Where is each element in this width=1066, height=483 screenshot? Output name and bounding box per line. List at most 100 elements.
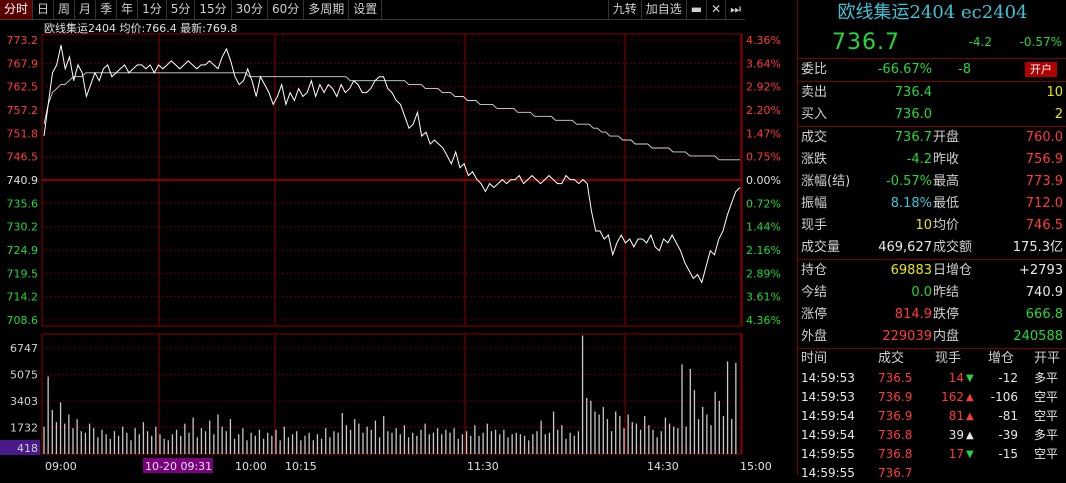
tick-open-close: 空平 <box>1034 409 1059 423</box>
stat-label: 外盘 <box>801 329 828 344</box>
stat-label-2: 均价 <box>933 218 960 233</box>
volume-tick-label: 5075 <box>10 369 38 382</box>
intraday-chart: 773.2 4.36% 767.9 3.64% 762.5 2.92% 757.2 2.20%… <box>0 20 795 475</box>
stat-value-2: 175.3亿 <box>1012 240 1063 255</box>
bid-price: 736.0 <box>894 107 932 122</box>
price-change: -4.2 <box>968 35 992 49</box>
period-tab-0[interactable]: 分时 <box>0 0 34 19</box>
volume-tick-highlight <box>0 440 40 455</box>
period-tab-4[interactable]: 季 <box>96 0 118 19</box>
tick-time: 14:59:55 <box>801 466 855 480</box>
time-axis-label: 11:30 <box>467 460 499 473</box>
price-change-pct: -0.57% <box>1019 35 1062 49</box>
stat-row: 成交 736.7 开盘 760.0 <box>798 127 1066 149</box>
tick-time: 14:59:54 <box>801 428 855 442</box>
stat-value: 814.9 <box>894 307 932 322</box>
tick-header-1: 成交 <box>878 351 905 366</box>
tick-oi-change: -39 <box>998 428 1018 442</box>
stat-value: 8.18% <box>890 196 932 211</box>
tick-row: 14:59:55 736.7 <box>798 464 1066 483</box>
divider <box>798 348 1066 349</box>
price-tick-label: 719.5 <box>7 267 39 280</box>
tick-row: 14:59:55 736.8 17 ▼ -15 空平 <box>798 445 1066 464</box>
stat-value-2: 240588 <box>1013 329 1063 344</box>
stat-label: 涨停 <box>801 307 828 322</box>
pct-tick-label: 0.72% <box>746 197 781 210</box>
pct-tick-label: 0.75% <box>746 151 781 164</box>
tick-volume: 81 <box>948 409 964 423</box>
period-tab-8[interactable]: 15分 <box>195 0 232 19</box>
price-line <box>43 44 741 284</box>
period-tab-9[interactable]: 30分 <box>232 0 268 19</box>
tick-time: 14:59:53 <box>801 371 855 385</box>
stat-value-2: 746.5 <box>1025 218 1063 233</box>
contract-title: 欧线集运2404 ec2404 <box>837 2 1028 23</box>
volume-tick-label: 1732 <box>10 422 38 435</box>
pct-tick-label: 1.44% <box>746 221 781 234</box>
tick-table: 14:59:53 736.5 14 ▼ -12 多平 14:59:53 736.9… <box>798 369 1066 483</box>
price-tick-label: 724.9 <box>7 244 39 257</box>
volume-tick-label: 6747 <box>10 342 38 355</box>
stat-label: 涨幅(结) <box>801 174 851 189</box>
stat-label: 成交 <box>801 130 828 145</box>
tick-price: 736.9 <box>878 390 913 404</box>
tick-open-close: 多平 <box>1034 371 1059 385</box>
period-tab-2[interactable]: 周 <box>54 0 76 19</box>
tick-header-3: 增仓 <box>988 351 1015 366</box>
bid-label: 买入 <box>801 107 828 122</box>
stat-row: 今结 0.0 昨结 740.9 <box>798 282 1066 304</box>
price-tick-label: 730.2 <box>7 221 39 234</box>
period-tab-5[interactable]: 年 <box>117 0 139 19</box>
open-account-button[interactable]: 开户 <box>1025 62 1057 77</box>
period-tab-6[interactable]: 1分 <box>138 0 167 19</box>
tick-oi-change: -81 <box>998 409 1018 423</box>
add-watchlist-button[interactable]: 加自选 <box>640 0 686 19</box>
stat-label: 涨跌 <box>801 152 828 167</box>
tick-time: 14:59:55 <box>801 447 855 461</box>
nine-turn-button[interactable]: 九转 <box>607 0 641 19</box>
close-icon[interactable]: ✕ <box>706 0 725 19</box>
stat-value: 69883 <box>890 263 932 278</box>
tick-oi-change: -15 <box>998 447 1018 461</box>
stat-value-2: 760.0 <box>1025 130 1063 145</box>
period-tab-11[interactable]: 多周期 <box>304 0 350 19</box>
period-tab-1[interactable]: 日 <box>33 0 55 19</box>
stat-label: 今结 <box>801 285 828 300</box>
time-axis-label: 10-20 09:31 <box>145 460 212 473</box>
ask-price: 736.4 <box>894 85 932 100</box>
quote-panel: 欧线集运2404 ec2404 736.7 -4.2 -0.57% 委比 -66… <box>797 0 1066 480</box>
stat-value-2: +2793 <box>1019 263 1063 278</box>
tick-direction-icon: ▼ <box>966 373 974 384</box>
divider <box>798 81 1066 82</box>
price-tick-label: 762.5 <box>7 81 39 94</box>
minimize-icon[interactable]: ▬ <box>685 0 706 19</box>
stat-value-2: 756.9 <box>1025 152 1063 167</box>
intraday-chart-svg: 773.2 4.36% 767.9 3.64% 762.5 2.92% 757.2 2.20%… <box>0 21 781 473</box>
pct-tick-label: 2.89% <box>746 267 781 280</box>
stat-value-2: 773.9 <box>1025 174 1063 189</box>
tick-time: 14:59:53 <box>801 390 855 404</box>
stat-label-2: 开盘 <box>933 130 960 145</box>
stat-label: 振幅 <box>801 196 828 211</box>
tick-open-close: 多平 <box>1034 428 1059 442</box>
stat-value: 10 <box>915 218 932 233</box>
period-tab-7[interactable]: 5分 <box>167 0 196 19</box>
stat-row: 涨停 814.9 跌停 666.8 <box>798 304 1066 326</box>
average-line <box>43 72 740 161</box>
tick-time: 14:59:54 <box>801 409 855 423</box>
period-tab-3[interactable]: 月 <box>75 0 97 19</box>
period-tab-10[interactable]: 60分 <box>268 0 305 19</box>
tick-row: 14:59:54 736.8 39 ▲ -39 多平 <box>798 426 1066 445</box>
ask-label: 卖出 <box>801 85 828 100</box>
tick-row: 14:59:53 736.9 162 ▲ -106 空平 <box>798 388 1066 407</box>
stat-value: 736.7 <box>894 130 932 145</box>
weibi-row: 委比 -66.67% -8 开户 <box>798 59 1066 81</box>
tick-table-header: 时间 成交 现手 增仓 开平 <box>798 349 1066 369</box>
price-tick-label: 773.2 <box>7 34 39 47</box>
tick-row: 14:59:53 736.5 14 ▼ -12 多平 <box>798 369 1066 388</box>
pct-tick-label: 4.36% <box>746 34 781 47</box>
stat-label-2: 昨收 <box>933 152 960 167</box>
next-icon[interactable]: ⏭ <box>725 0 745 19</box>
period-tab-12[interactable]: 设置 <box>349 0 383 19</box>
price-tick-label: 767.9 <box>7 57 39 70</box>
